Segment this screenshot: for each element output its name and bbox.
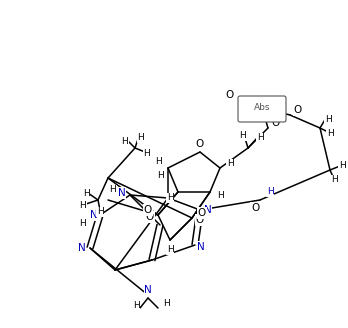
Text: H: H [216,192,223,200]
Text: O: O [196,215,204,225]
Text: O: O [294,105,302,115]
Text: H: H [144,149,150,157]
Text: H: H [79,218,85,228]
Text: H: H [157,172,163,180]
Text: H: H [240,132,246,140]
FancyBboxPatch shape [238,96,286,122]
Text: Abs: Abs [254,104,270,113]
Text: O: O [272,118,280,128]
Text: H: H [133,300,140,310]
Text: N: N [90,210,98,220]
Text: H: H [332,175,338,184]
Text: H: H [137,133,144,142]
Text: H: H [121,137,128,147]
Text: O: O [226,90,234,100]
Text: N: N [78,243,86,253]
Text: H: H [163,298,169,308]
Text: O: O [144,205,152,215]
Text: H: H [327,129,333,137]
Text: H: H [227,159,234,169]
Text: H: H [267,188,274,196]
Text: N: N [197,242,205,252]
Text: H: H [110,186,116,195]
Text: H: H [80,200,86,210]
Text: H: H [339,160,345,170]
Text: H: H [325,115,331,125]
Text: O: O [196,139,204,149]
Text: H: H [167,245,173,255]
Text: H: H [97,208,103,216]
Text: H: H [82,190,89,198]
Text: N: N [204,205,212,215]
Text: O: O [251,203,259,213]
Text: N: N [144,285,152,295]
Text: O: O [146,212,154,222]
Text: H: H [167,194,173,202]
Text: H: H [155,157,161,167]
Text: H: H [256,133,263,142]
Text: O: O [198,208,206,218]
Text: N: N [118,188,126,198]
